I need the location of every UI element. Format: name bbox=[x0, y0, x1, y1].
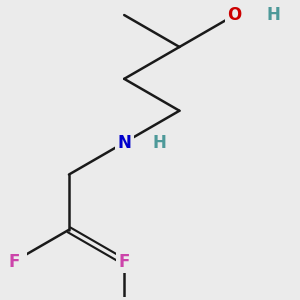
Text: N: N bbox=[117, 134, 131, 152]
Text: H: H bbox=[266, 6, 280, 24]
Text: F: F bbox=[8, 253, 20, 271]
Text: H: H bbox=[152, 134, 166, 152]
Text: O: O bbox=[228, 6, 242, 24]
Text: F: F bbox=[118, 253, 130, 271]
